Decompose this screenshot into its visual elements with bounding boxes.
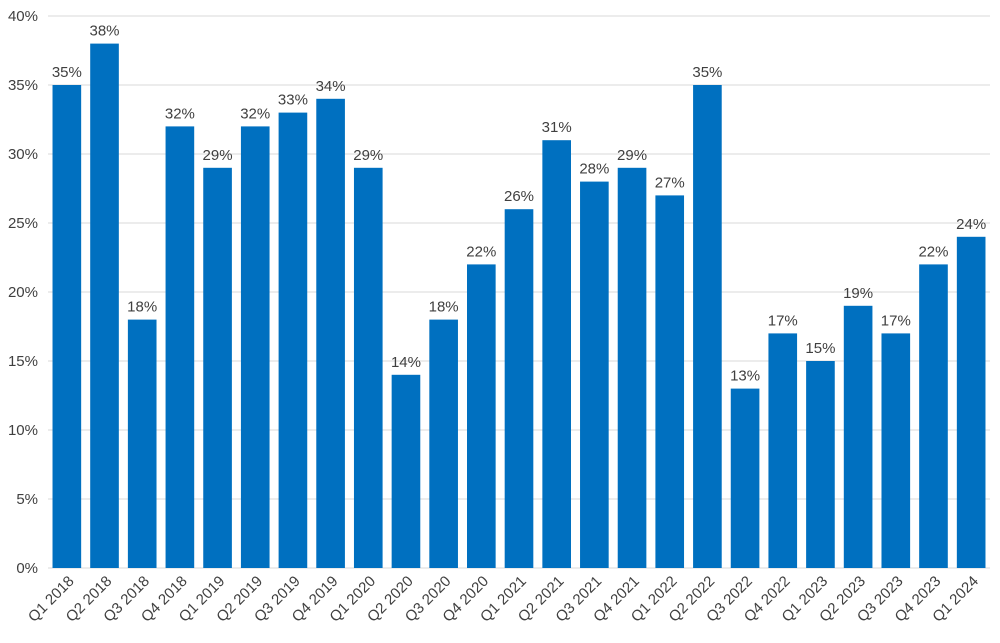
bar (391, 374, 421, 568)
data-label: 35% (52, 64, 82, 81)
data-label: 26% (504, 188, 534, 205)
bar (316, 98, 345, 569)
bar (693, 85, 722, 568)
data-label: 29% (203, 147, 233, 164)
y-tick-label: 30% (8, 146, 38, 163)
bar (617, 167, 647, 569)
data-label: 38% (90, 23, 120, 40)
bar (203, 167, 232, 569)
bar (278, 112, 308, 568)
y-tick-label: 40% (8, 8, 38, 25)
data-label: 17% (768, 312, 798, 329)
y-tick-label: 20% (8, 284, 38, 301)
data-label: 27% (655, 174, 685, 191)
data-label: 13% (730, 368, 760, 385)
y-tick-label: 0% (16, 560, 38, 577)
data-label: 18% (429, 299, 459, 316)
data-label: 18% (127, 299, 157, 316)
data-label: 15% (805, 340, 835, 357)
bar (429, 319, 458, 568)
data-label: 32% (240, 105, 270, 122)
data-label: 33% (278, 92, 308, 109)
y-tick-label: 5% (16, 491, 38, 508)
bar (806, 361, 835, 568)
y-tick-label: 10% (8, 422, 38, 439)
bar (165, 126, 195, 569)
bar (52, 85, 82, 568)
bar (542, 140, 571, 568)
y-tick-label: 15% (8, 353, 38, 370)
data-label: 22% (918, 243, 948, 260)
y-tick-label: 25% (8, 215, 38, 232)
bar (467, 264, 496, 568)
bars (52, 43, 986, 569)
y-tick-label: 35% (8, 77, 38, 94)
bar (240, 126, 270, 569)
data-label: 35% (692, 64, 722, 81)
bar (90, 43, 119, 569)
bar (919, 264, 948, 568)
data-labels: 35% 38% 18% 32% 29% 32% 33% 34% 29% 14% 18% 22% 26% 3… (52, 23, 986, 385)
data-label: 32% (165, 105, 195, 122)
data-label: 29% (353, 147, 383, 164)
bar (127, 319, 157, 568)
data-label: 31% (542, 119, 572, 136)
data-label: 24% (956, 216, 986, 233)
data-label: 19% (843, 285, 873, 302)
y-axis-tick-labels: 0% 5% 10% 15% 20% 25% 30% 35% 40% (8, 8, 38, 577)
data-label: 17% (881, 312, 911, 329)
data-label: 22% (466, 243, 496, 260)
bar (768, 333, 798, 568)
data-label: 14% (391, 354, 421, 371)
bar (956, 236, 986, 569)
bar (580, 181, 609, 568)
bar (655, 195, 685, 568)
data-label: 29% (617, 147, 647, 164)
bar (843, 305, 873, 568)
data-label: 34% (316, 78, 346, 95)
data-label: 28% (579, 161, 609, 178)
bar (504, 209, 534, 568)
bar (353, 167, 383, 569)
bar (730, 388, 760, 568)
bar (881, 333, 911, 568)
